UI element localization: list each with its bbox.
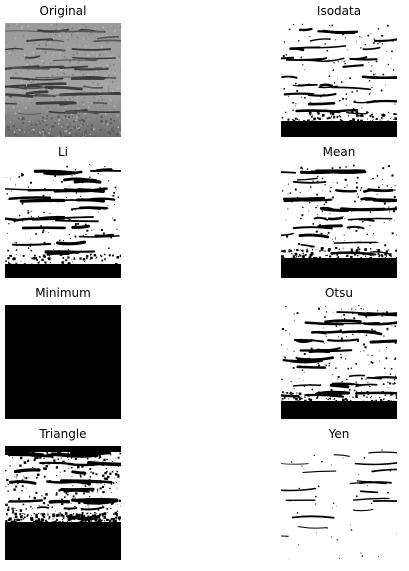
panel-title-li: Li: [57, 145, 69, 159]
panel-title-minimum: Minimum: [35, 286, 91, 300]
mean-threshold-image: [281, 164, 397, 278]
panel-title-yen: Yen: [328, 427, 350, 441]
yen-threshold-image: [281, 446, 397, 560]
isodata-threshold-image: [281, 23, 397, 137]
panel-title-otsu: Otsu: [324, 286, 353, 300]
panel-title-mean: Mean: [322, 145, 356, 159]
panel-title-original: Original: [39, 4, 87, 18]
li-threshold-image: [5, 164, 121, 278]
minimum-threshold-image: [5, 305, 121, 419]
original-image: [5, 23, 121, 137]
triangle-threshold-image: [5, 446, 121, 560]
panel-title-isodata: Isodata: [316, 4, 362, 18]
panel-title-triangle: Triangle: [39, 427, 87, 441]
otsu-threshold-image: [281, 305, 397, 419]
